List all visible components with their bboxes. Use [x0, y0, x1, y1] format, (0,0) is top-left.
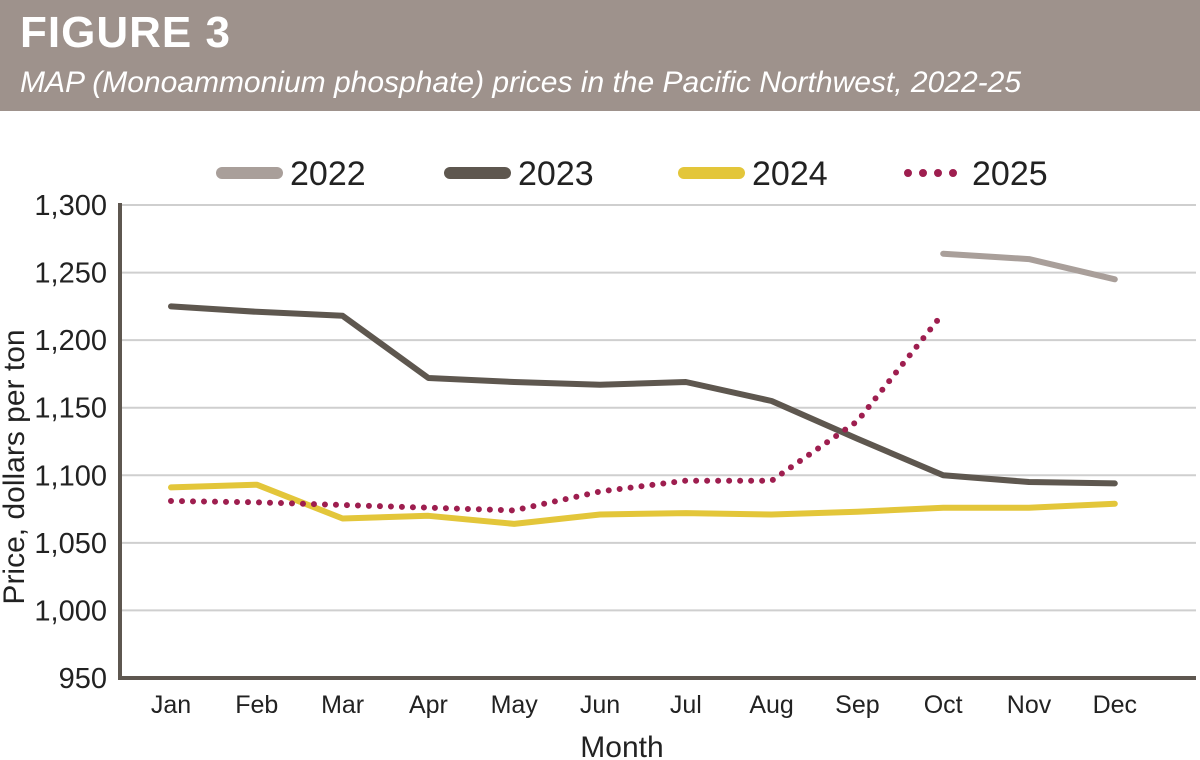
- y-tick-label: 1,200: [34, 325, 107, 357]
- x-tick-label: Apr: [409, 691, 448, 719]
- x-tick-label: Sep: [835, 691, 879, 719]
- x-axis-title: Month: [580, 731, 663, 760]
- y-axis-title: Price, dollars per ton: [0, 329, 31, 604]
- x-tick-label: Jan: [151, 691, 191, 719]
- y-tick-label: 950: [59, 663, 107, 695]
- series-lines: [168, 250, 1118, 527]
- figure-label: FIGURE 3: [20, 8, 231, 57]
- figure-header: FIGURE 3 MAP (Monoammonium phosphate) pr…: [0, 0, 1200, 111]
- gridlines: [120, 204, 1196, 612]
- series-line-2024: [168, 481, 1118, 527]
- series-line-2025: [168, 310, 947, 514]
- y-tick-label: 1,300: [34, 190, 107, 222]
- y-tick-label: 1,000: [34, 595, 107, 627]
- legend: 2022 2023 2024 2025: [216, 155, 1048, 193]
- legend-label-2022: 2022: [290, 155, 366, 193]
- legend-label-2023: 2023: [518, 155, 594, 193]
- legend-label-2024: 2024: [752, 155, 828, 193]
- legend-label-2025: 2025: [972, 155, 1048, 193]
- series-line-2023: [168, 303, 1118, 487]
- x-tick-label: Mar: [321, 691, 364, 719]
- axes: [118, 203, 1196, 680]
- series-line-2022: [940, 250, 1118, 283]
- x-tick-label: Nov: [1007, 691, 1052, 719]
- x-tick-label: Oct: [924, 691, 963, 719]
- x-tick-label: Jun: [580, 691, 620, 719]
- y-tick-label: 1,250: [34, 258, 107, 290]
- line-chart: 2022 2023 2024 2025 950 1,000 1,050 1,100 1,150…: [0, 155, 1196, 760]
- y-tick-label: 1,150: [34, 393, 107, 425]
- figure-subtitle: MAP (Monoammonium phosphate) prices in t…: [20, 66, 1022, 99]
- x-tick-label: Jul: [670, 691, 702, 719]
- x-tick-label: Feb: [235, 691, 278, 719]
- y-tick-labels: 950 1,000 1,050 1,100 1,150 1,200 1,250 1,300: [34, 190, 107, 695]
- y-tick-label: 1,050: [34, 528, 107, 560]
- y-tick-label: 1,100: [34, 460, 107, 492]
- x-tick-labels: Jan Feb Mar Apr May Jun Jul Aug Sep Oct Nov Dec: [151, 691, 1137, 719]
- x-tick-label: Aug: [749, 691, 793, 719]
- x-tick-label: May: [491, 691, 539, 719]
- x-tick-label: Dec: [1093, 691, 1137, 719]
